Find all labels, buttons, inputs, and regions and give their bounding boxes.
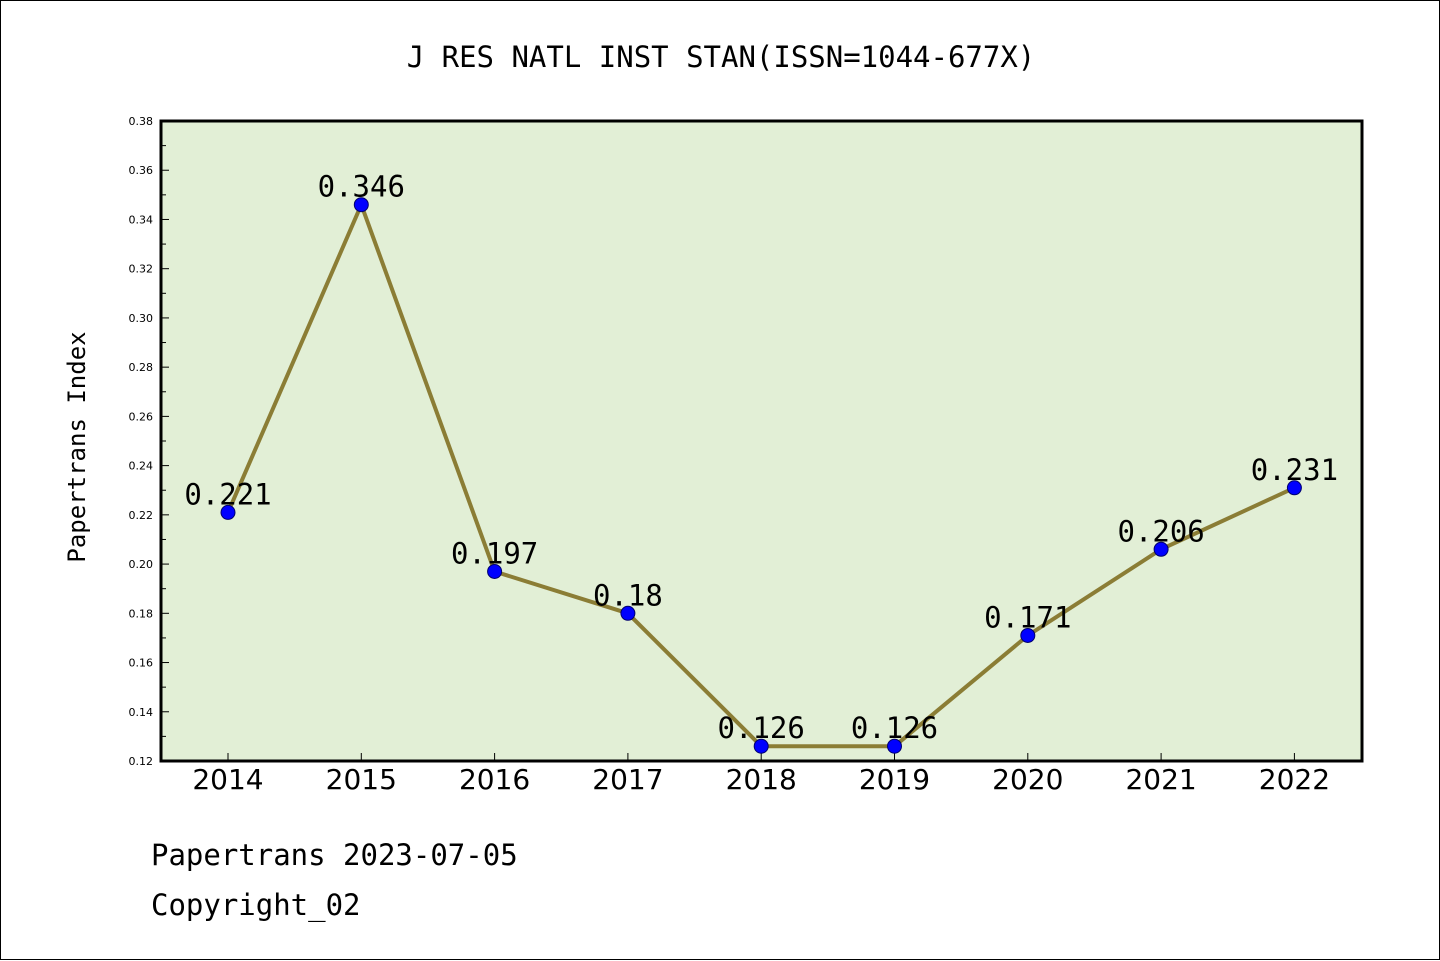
chart-title: J RES NATL INST STAN(ISSN=1044-677X) [407,40,1036,74]
x-tick-label: 2015 [326,763,397,796]
y-tick-label: 0.34 [129,213,154,226]
y-tick-label: 0.12 [129,755,154,768]
x-tick-label: 2017 [592,763,663,796]
y-tick-label: 0.26 [129,410,154,423]
plot-area [159,119,1364,763]
x-tick-label: 2018 [726,763,797,796]
data-point [353,197,369,213]
data-label: 0.18 [593,578,663,612]
y-tick-label: 0.36 [129,164,154,177]
data-label: 0.171 [984,600,1071,634]
y-tick-label: 0.24 [129,460,154,473]
data-point [1020,627,1036,643]
data-label: 0.221 [184,477,271,511]
data-label: 0.197 [451,536,538,570]
y-axis-label: Papertrans Index [63,331,91,562]
data-point [487,563,503,579]
x-tick-label: 2021 [1125,763,1196,796]
data-label: 0.346 [318,170,405,204]
x-tick-label: 2014 [192,763,263,796]
y-axis: 0.12 0.14 0.16 0.18 0.20 0.22 0.24 0.26 0.28 0.30… [129,115,169,768]
data-point [1286,480,1302,496]
data-label: 0.231 [1251,453,1338,487]
y-tick-label: 0.38 [129,115,154,128]
x-tick-label: 2016 [459,763,530,796]
y-tick-label: 0.22 [129,509,154,522]
x-tick-label: 2020 [992,763,1063,796]
y-tick-label: 0.32 [129,263,154,276]
y-tick-label: 0.30 [129,312,154,325]
y-tick-label: 0.14 [129,706,154,719]
y-tick-label: 0.28 [129,361,154,374]
footer-date: Papertrans 2023-07-05 [151,838,518,872]
data-label: 0.126 [851,711,938,745]
y-tick-label: 0.16 [129,657,154,670]
x-tick-label: 2022 [1259,763,1330,796]
data-point [1153,541,1169,557]
x-axis: 2014 2015 2016 2017 2018 2019 2020 2021 2022 [192,753,1330,796]
data-label: 0.126 [718,711,805,745]
data-label: 0.206 [1117,514,1204,548]
data-point [753,738,769,754]
data-point [220,504,236,520]
y-tick-label: 0.20 [129,558,154,571]
footer-copyright: Copyright_02 [151,888,361,923]
data-point [887,738,902,754]
y-tick-label: 0.18 [129,607,154,620]
x-tick-label: 2019 [859,763,930,796]
data-point [620,605,636,621]
series-line-layer: 0.221 0.346 0.197 0.18 0.126 0.126 0.171 0.206 0… [184,170,1338,754]
